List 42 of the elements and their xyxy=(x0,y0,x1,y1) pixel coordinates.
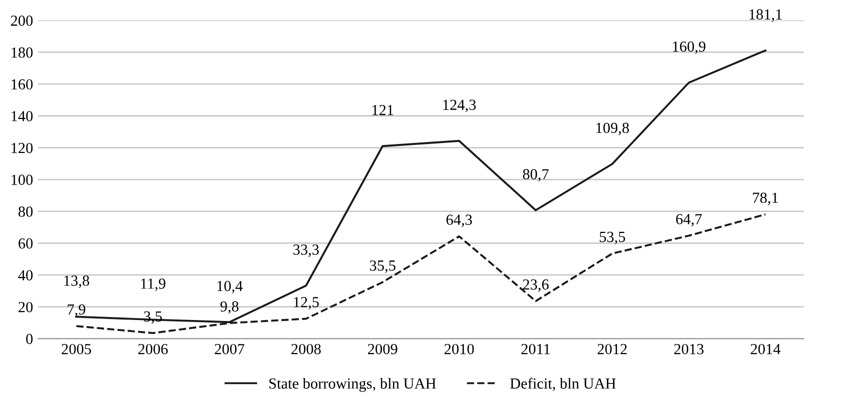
y-tick-label: 120 xyxy=(12,142,33,154)
data-label: 33,3 xyxy=(293,244,319,257)
data-label: 109,8 xyxy=(596,122,629,136)
y-tick-label: 80 xyxy=(18,206,33,217)
data-label: 23,6 xyxy=(523,279,549,292)
x-tick-label: 2005 xyxy=(62,344,92,354)
x-tick-label: 2012 xyxy=(598,344,627,354)
data-label: 11,9 xyxy=(141,278,166,292)
data-label: 78,1 xyxy=(753,192,778,206)
data-label: 80,7 xyxy=(522,169,549,182)
y-tick-label: 140 xyxy=(12,111,33,122)
legend-label: State borrowings, bln UAH xyxy=(269,378,436,392)
data-label: 35,5 xyxy=(370,260,396,273)
x-tick-label: 2007 xyxy=(214,344,244,354)
y-tick-label: 20 xyxy=(18,302,33,312)
x-tick-label: 2013 xyxy=(674,344,704,354)
y-tick-label: 200 xyxy=(10,16,33,26)
y-tick-label: 40 xyxy=(18,270,33,280)
data-label: 124,3 xyxy=(443,100,476,112)
y-tick-label: 180 xyxy=(12,47,33,58)
y-tick-label: 100 xyxy=(12,174,33,185)
data-label: 9,8 xyxy=(220,301,238,314)
data-label: 64,3 xyxy=(446,214,472,228)
data-label: 13,8 xyxy=(64,275,90,288)
data-label: 53,5 xyxy=(600,232,626,244)
y-tick-label: 160 xyxy=(12,79,33,90)
legend-label: Deficit, bln UAH xyxy=(510,378,616,391)
y-tick-label: 0 xyxy=(26,334,33,344)
data-label: 10,4 xyxy=(217,280,243,294)
x-tick-label: 2008 xyxy=(291,344,321,354)
data-label: 12,5 xyxy=(294,297,319,310)
data-label: 7,9 xyxy=(68,304,86,317)
data-label: 181,1 xyxy=(750,9,782,22)
data-label: 121 xyxy=(372,104,394,116)
data-label: 64,7 xyxy=(676,214,702,226)
x-tick-label: 2009 xyxy=(368,344,398,354)
x-tick-label: 2011 xyxy=(521,344,550,354)
x-tick-label: 2006 xyxy=(138,344,168,354)
x-tick-label: 2010 xyxy=(444,344,474,354)
y-tick-label: 60 xyxy=(18,238,33,249)
data-label: 160,9 xyxy=(673,41,706,54)
x-tick-label: 2014 xyxy=(750,344,780,354)
